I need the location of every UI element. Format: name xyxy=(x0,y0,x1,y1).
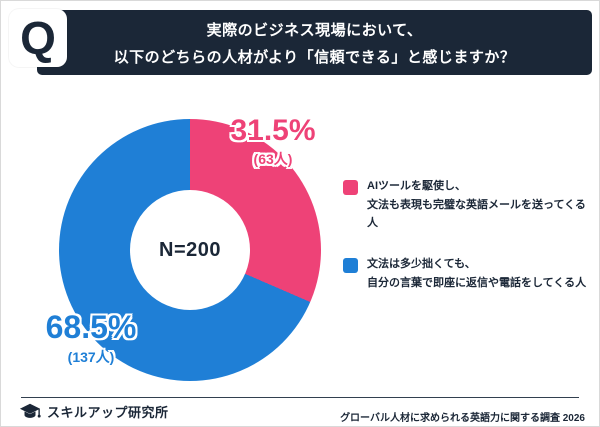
question-logo-letter: Q xyxy=(20,12,56,64)
legend-line: 自分の言葉で即座に返信や電話をしてくる人 xyxy=(367,276,587,289)
donut-chart: N=200 xyxy=(59,119,321,381)
legend: AIツールを駆使し、 文法も表現も完璧な英語メールを送ってくる人 文法は多少拙く… xyxy=(343,177,591,314)
legend-swatch-pink xyxy=(343,180,358,195)
legend-text-ai-email: AIツールを駆使し、 文法も表現も完璧な英語メールを送ってくる人 xyxy=(367,177,591,233)
footer-brand-label: スキルアップ研究所 xyxy=(47,405,169,420)
graduation-cap-icon xyxy=(19,402,41,421)
legend-line: AIツールを駆使し、 xyxy=(367,180,466,192)
footer-source: グローバル人材に求められる英語力に関する調査 2026 xyxy=(340,413,585,424)
question-logo: Q xyxy=(9,9,67,67)
sample-size-label: N=200 xyxy=(159,238,221,261)
legend-item-own-words: 文法は多少拙くても、 自分の言葉で即座に返信や電話をしてくる人 xyxy=(343,255,591,292)
blue-count-value: (137人) xyxy=(67,348,115,365)
header-title-line1: 実際のビジネス現場において、 xyxy=(206,21,423,39)
legend-text-own-words: 文法は多少拙くても、 自分の言葉で即座に返信や電話をしてくる人 xyxy=(367,255,586,292)
legend-swatch-blue xyxy=(343,258,358,274)
legend-line: 文法も表現も完璧な英語メールを送ってくる人 xyxy=(367,198,586,230)
header-bar: 実際のビジネス現場において、 以下のどちらの人材がより「信頼できる」と感じますか… xyxy=(37,10,592,75)
legend-line: 文法は多少拙くても、 xyxy=(367,258,476,271)
slice-label-pink: 31.5% (63人) xyxy=(221,115,325,169)
legend-item-ai-email: AIツールを駆使し、 文法も表現も完璧な英語メールを送ってくる人 xyxy=(343,177,591,233)
header-title-line2: 以下のどちらの人材がより「信頼できる」と感じますか？ xyxy=(113,48,516,66)
pink-count-value: (63人) xyxy=(253,150,293,167)
donut-hole: N=200 xyxy=(130,190,250,310)
slice-label-blue: 68.5% (137人) xyxy=(33,309,149,367)
footer-divider xyxy=(21,397,579,398)
blue-percent-value: 68.5% xyxy=(45,309,137,345)
footer-brand: スキルアップ研究所 xyxy=(19,402,169,421)
pink-percent-value: 31.5% xyxy=(230,114,316,147)
